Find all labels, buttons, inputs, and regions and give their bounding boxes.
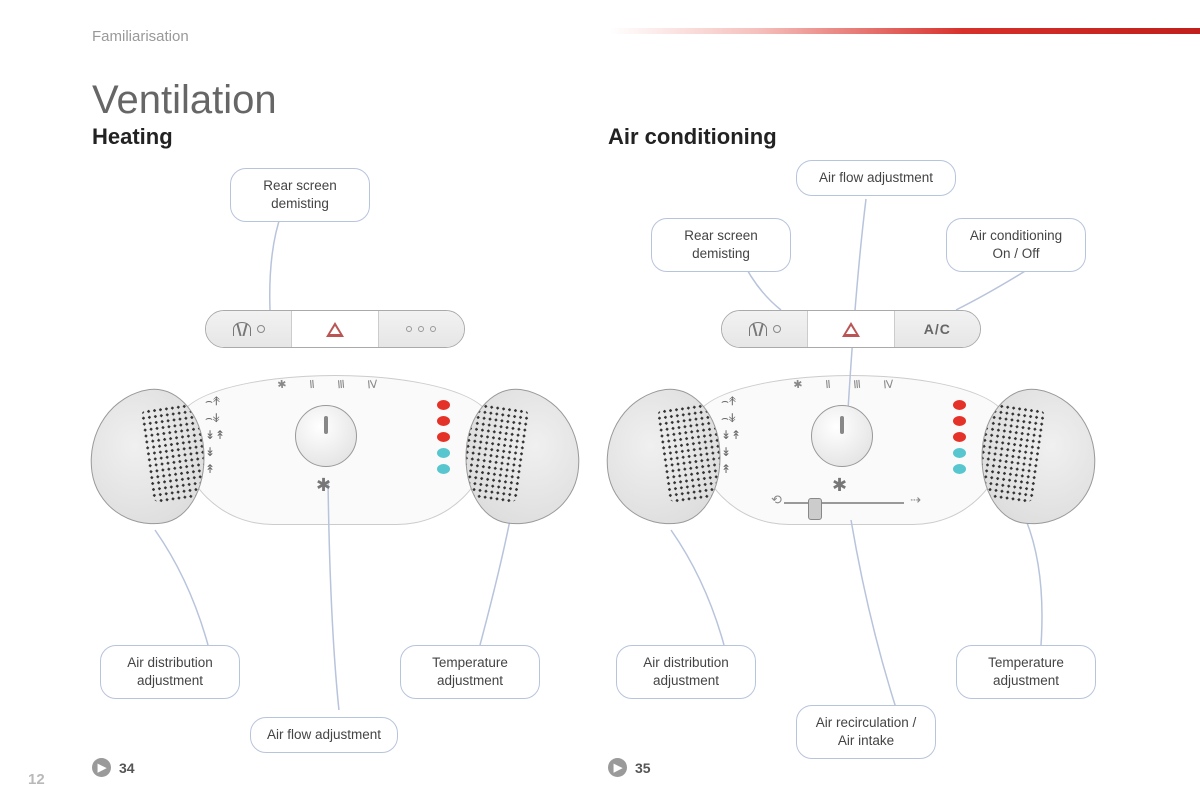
callout-text: Air distributionadjustment [127, 655, 213, 688]
pageref-icon [92, 758, 111, 777]
fan-dial [811, 405, 873, 467]
heating-panel: Rear screendemisting Air distributionadj… [80, 150, 590, 710]
header-accent-bar [610, 28, 1200, 34]
recirc-icons: ⟲⇢ [771, 492, 921, 508]
rear-demist-button [722, 311, 808, 347]
callout-recirc: Air recirculation /Air intake [796, 705, 936, 759]
callout-temperature: Temperatureadjustment [400, 645, 540, 699]
fan-speed-marks: ✱ⅡⅢⅣ [278, 378, 378, 406]
defrost-icon [233, 322, 251, 336]
callout-text: Air flow adjustment [267, 727, 381, 742]
left-vent [81, 383, 214, 533]
distribution-icons: ⌢↟⌢↡↡↟↡↟ [721, 395, 755, 475]
callout-text: Temperatureadjustment [432, 655, 508, 688]
callout-text: Rear screendemisting [684, 228, 758, 261]
callout-text: Temperatureadjustment [988, 655, 1064, 688]
pageref-right: 35 [608, 758, 651, 777]
hazard-icon [842, 322, 860, 337]
rear-demist-button [206, 311, 292, 347]
ac-button: A/C [895, 311, 980, 347]
right-vent [972, 383, 1105, 533]
callout-text: Air distributionadjustment [643, 655, 729, 688]
pageref-number: 34 [119, 760, 135, 776]
callout-temperature: Temperatureadjustment [956, 645, 1096, 699]
defrost-icon [749, 322, 767, 336]
callout-air-flow-top: Air flow adjustment [796, 160, 956, 196]
fan-dial [295, 405, 357, 467]
top-button-strip: A/C [721, 310, 981, 348]
right-vent [456, 383, 589, 533]
heating-console-illustration: ✱ⅡⅢⅣ ✱ ⌢↟⌢↡↡↟↡↟ [100, 310, 570, 580]
callout-air-flow: Air flow adjustment [250, 717, 398, 753]
temperature-dots [953, 400, 966, 474]
callout-ac-onoff: Air conditioningOn / Off [946, 218, 1086, 272]
ac-console-illustration: A/C ✱ⅡⅢⅣ ✱ ⌢↟⌢↡↡↟↡↟ ⟲⇢ [616, 310, 1086, 580]
fan-speed-marks: ✱ⅡⅢⅣ [794, 378, 894, 406]
page-title: Ventilation [92, 78, 277, 123]
hazard-button [292, 311, 378, 347]
blank-segment [379, 311, 464, 347]
callout-air-dist: Air distributionadjustment [100, 645, 240, 699]
ac-panel: Air flow adjustment Rear screendemisting… [596, 150, 1106, 710]
hazard-icon [326, 322, 344, 337]
distribution-icons: ⌢↟⌢↡↡↟↡↟ [205, 395, 239, 475]
left-vent [597, 383, 730, 533]
temperature-dots [437, 400, 450, 474]
callout-text: Air flow adjustment [819, 170, 933, 185]
callout-text: Rear screendemisting [263, 178, 337, 211]
ac-label: A/C [924, 321, 951, 337]
callout-air-dist: Air distributionadjustment [616, 645, 756, 699]
ac-subtitle: Air conditioning [608, 124, 777, 150]
top-button-strip [205, 310, 465, 348]
pageref-left: 34 [92, 758, 135, 777]
callout-rear-demist: Rear screendemisting [651, 218, 791, 272]
page-number: 12 [28, 771, 45, 788]
fan-icon: ✱ [316, 475, 331, 496]
callout-text: Air recirculation /Air intake [816, 715, 917, 748]
heating-subtitle: Heating [92, 124, 173, 150]
callout-rear-demist: Rear screendemisting [230, 168, 370, 222]
pageref-icon [608, 758, 627, 777]
recirc-slider [784, 502, 904, 504]
pageref-number: 35 [635, 760, 651, 776]
section-label: Familiarisation [92, 28, 189, 45]
callout-text: Air conditioningOn / Off [970, 228, 1062, 261]
hazard-button [808, 311, 894, 347]
